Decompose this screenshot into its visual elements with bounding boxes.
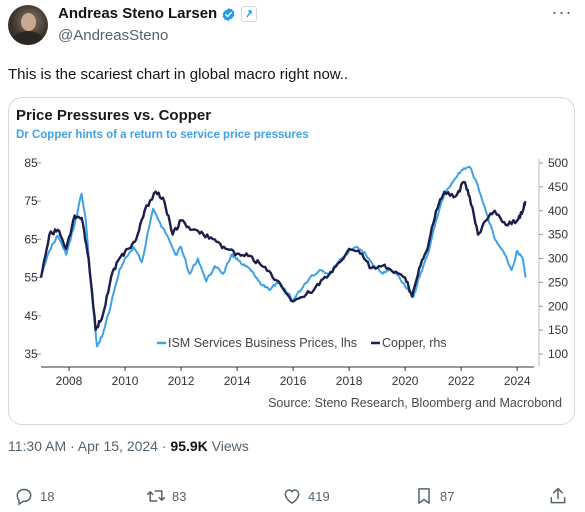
share-button[interactable] <box>548 486 574 506</box>
avatar-shoulders <box>13 31 43 45</box>
chart-plot: 2008 2010 2012 2014 2016 2018 2020 2022 2024 85 75… <box>24 156 568 388</box>
left-tick-label: 55 <box>24 271 38 285</box>
x-tick-label: 2020 <box>392 374 419 388</box>
tweet-text: This is the scariest chart in global mac… <box>8 66 349 83</box>
left-tick-label: 65 <box>24 232 38 246</box>
bookmark-button[interactable]: 87 <box>414 486 454 506</box>
avatar[interactable] <box>8 5 48 45</box>
x-tick-label: 2008 <box>56 374 83 388</box>
action-bar: 18 83 419 87 <box>0 480 585 512</box>
reply-count: 18 <box>40 488 55 504</box>
timestamp-separator: · <box>161 438 171 454</box>
x-tick-label: 2014 <box>224 374 251 388</box>
tweet-timestamp[interactable]: 11:30 AM · Apr 15, 2024 · 95.9K Views <box>8 438 249 454</box>
left-tick-label: 45 <box>24 309 38 323</box>
right-tick-label: 400 <box>548 204 568 218</box>
x-tick-label: 2024 <box>504 374 531 388</box>
share-icon <box>550 487 566 504</box>
left-tick-label: 35 <box>24 347 38 361</box>
chart-image-card[interactable]: 2008 2010 2012 2014 2016 2018 2020 2022 2024 85 75… <box>8 97 575 425</box>
chart-title: Price Pressures vs. Copper <box>16 107 212 124</box>
avatar-face <box>21 13 36 31</box>
legend-label: Copper, rhs <box>382 336 447 350</box>
right-tick-label: 500 <box>548 156 568 170</box>
tweet-time: 11:30 AM <box>8 438 67 454</box>
right-tick-label: 250 <box>548 275 568 289</box>
views-count: 95.9K <box>170 438 208 454</box>
left-tick-label: 75 <box>24 194 38 208</box>
repost-icon <box>146 490 166 502</box>
legend-bg <box>368 335 450 351</box>
bookmark-icon <box>418 488 430 504</box>
legend-label: ISM Services Business Prices, lhs <box>168 336 357 350</box>
right-tick-label: 350 <box>548 228 568 242</box>
chart-source: Source: Steno Research, Bloomberg and Ma… <box>268 396 562 410</box>
x-tick-label: 2016 <box>280 374 307 388</box>
tweet-date: Apr 15, 2024 <box>77 438 158 454</box>
like-button[interactable]: 419 <box>282 486 330 506</box>
verified-badge-icon <box>222 7 235 22</box>
more-options-icon[interactable]: ··· <box>551 2 573 22</box>
legend-bg <box>154 335 366 351</box>
author-handle[interactable]: @AndreasSteno <box>58 27 169 44</box>
reply-icon <box>16 488 32 506</box>
right-tick-label: 200 <box>548 299 568 313</box>
x-tick-label: 2010 <box>112 374 139 388</box>
like-count: 419 <box>308 488 330 504</box>
x-tick-label: 2022 <box>448 374 475 388</box>
timestamp-separator: · <box>70 438 78 454</box>
bookmark-count: 87 <box>440 488 455 504</box>
x-tick-label: 2018 <box>336 374 363 388</box>
tweet-header: Andreas Steno Larsen @AndreasSteno ··· <box>0 0 585 56</box>
chart-subtitle: Dr Copper hints of a return to service p… <box>16 129 309 141</box>
affiliate-badge-icon[interactable] <box>241 6 257 22</box>
series-line-copper <box>39 180 527 332</box>
right-tick-label: 150 <box>548 323 568 337</box>
author-name[interactable]: Andreas Steno Larsen <box>58 5 218 22</box>
x-tick-label: 2012 <box>168 374 195 388</box>
heart-icon <box>284 489 300 504</box>
right-tick-label: 300 <box>548 252 568 266</box>
repost-count: 83 <box>172 488 187 504</box>
right-tick-label: 100 <box>548 347 568 361</box>
repost-button[interactable]: 83 <box>146 486 186 506</box>
right-tick-label: 450 <box>548 180 568 194</box>
views-label: Views <box>211 438 249 454</box>
reply-button[interactable]: 18 <box>14 486 54 506</box>
left-tick-label: 85 <box>24 156 38 170</box>
